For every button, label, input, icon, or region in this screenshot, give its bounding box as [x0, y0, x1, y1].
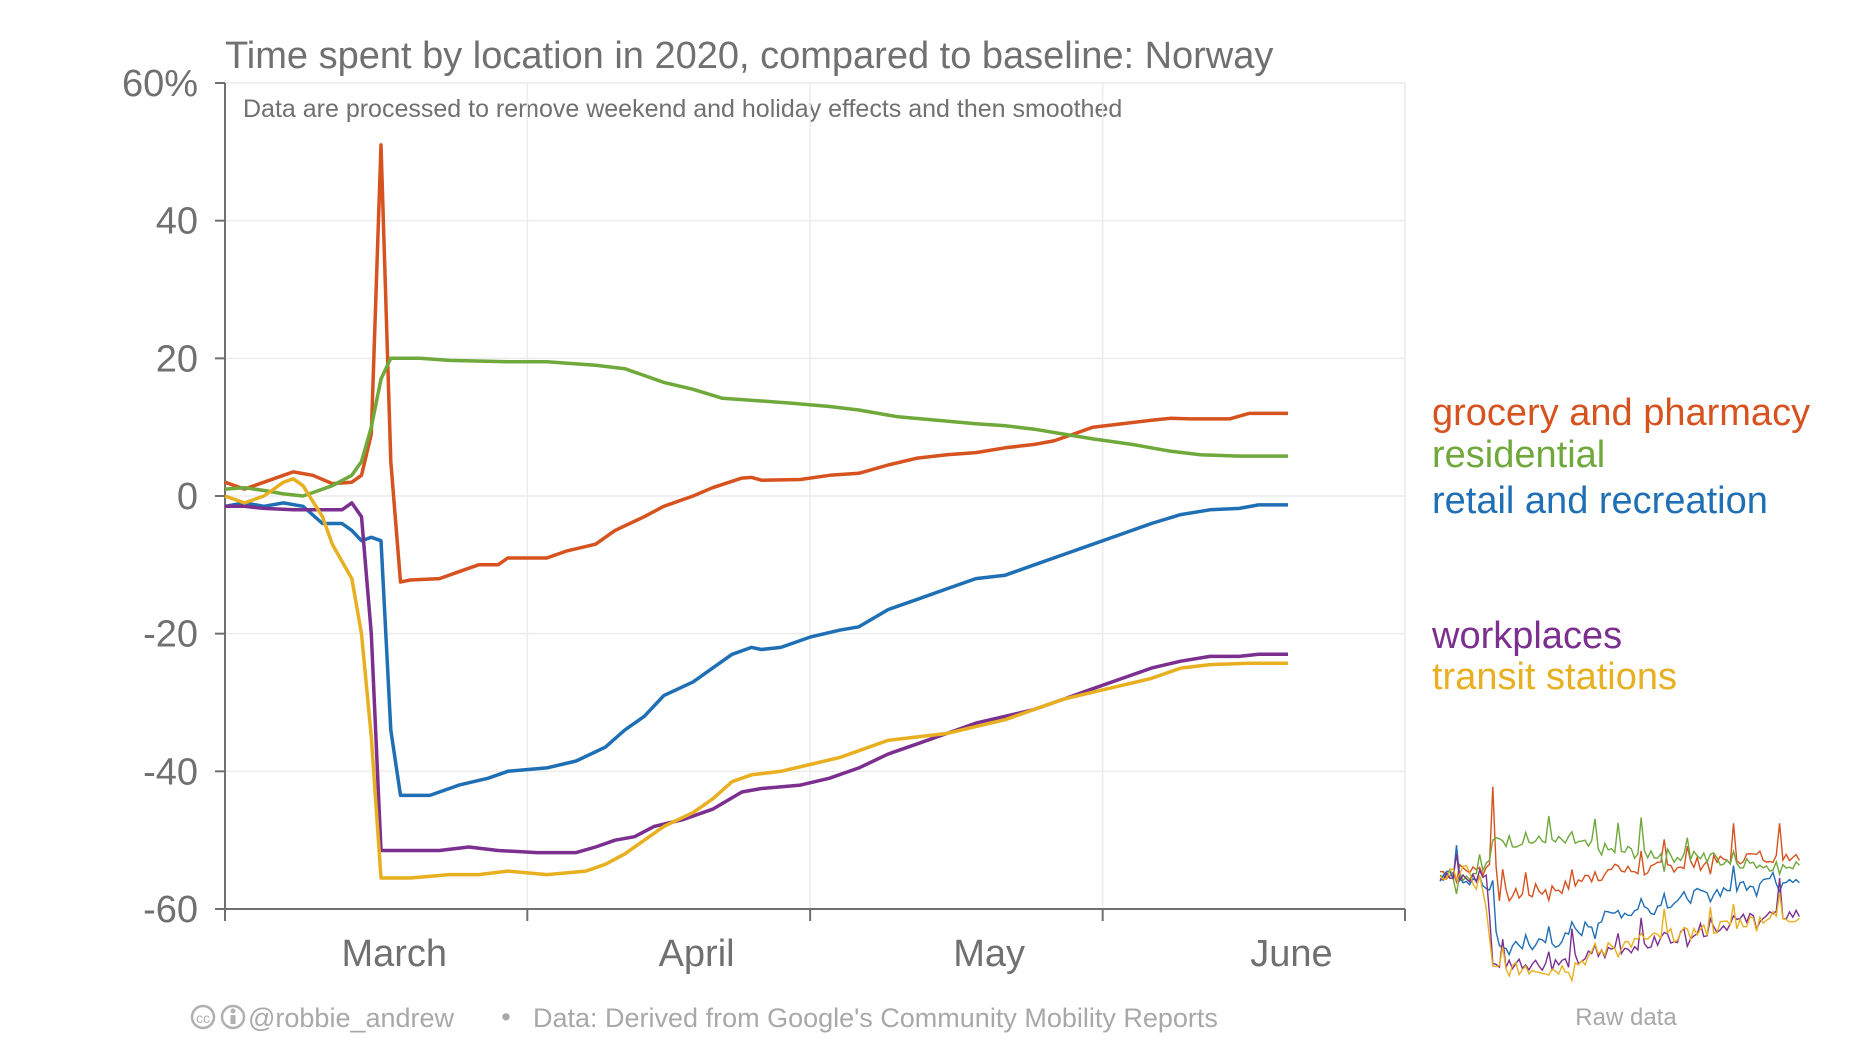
y-tick-label: 60% [122, 63, 198, 105]
raw-data-sparklines [1439, 786, 1801, 984]
series-line-transit-stations [224, 477, 1288, 880]
footer: cc @robbie_andrew • Data: Derived from G… [190, 1002, 1218, 1033]
y-tick-label: -20 [143, 614, 198, 656]
x-axis-tick-labels: March April May June [341, 933, 1332, 975]
cc-license-icon: cc [190, 1004, 216, 1030]
y-tick-label: -60 [143, 889, 198, 931]
raw-sparkline-retail-and-recreation [1439, 845, 1800, 957]
series-line-retail-and-recreation [224, 501, 1288, 798]
axes [215, 82, 1406, 921]
grid [224, 82, 1406, 909]
legend-entry-workplaces: workplaces [1431, 615, 1622, 657]
raw-sparkline-grocery-and-pharmacy [1439, 786, 1801, 903]
series-lines [224, 143, 1288, 880]
y-tick-label: 40 [156, 201, 198, 243]
svg-text:cc: cc [196, 1010, 210, 1026]
legend-entry-grocery-and-pharmacy: grocery and pharmacy [1432, 392, 1810, 434]
series-line-grocery-and-pharmacy [224, 143, 1288, 584]
attribution-icon [220, 1004, 246, 1030]
raw-data-caption: Raw data [1575, 1004, 1677, 1031]
series-line-residential [224, 356, 1288, 498]
legend-entry-transit-stations: transit stations [1432, 656, 1677, 698]
y-axis-tick-labels: -60 -40 -20 0 20 40 60% [122, 63, 198, 931]
x-tick-label: March [341, 933, 447, 975]
legend-entry-residential: residential [1432, 434, 1605, 476]
footer-source: Data: Derived from Google's Community Mo… [533, 1003, 1218, 1033]
footer-separator: • [501, 1002, 510, 1032]
x-tick-label: April [659, 933, 735, 975]
y-tick-label: 20 [156, 338, 198, 380]
chart-subtitle: Data are processed to remove weekend and… [243, 95, 1122, 123]
raw-sparkline-residential [1439, 815, 1800, 895]
y-tick-label: 0 [177, 476, 198, 518]
raw-data-inset: Raw data [1439, 786, 1801, 1031]
legend-entry-retail-and-recreation: retail and recreation [1432, 480, 1768, 522]
raw-sparkline-transit-stations [1439, 865, 1800, 984]
series-line-workplaces [225, 501, 1288, 855]
chart-title: Time spent by location in 2020, compared… [225, 35, 1273, 77]
x-tick-label: May [953, 933, 1025, 975]
y-tick-label: -40 [143, 751, 198, 793]
x-tick-label: June [1250, 933, 1332, 975]
footer-author: @robbie_andrew [248, 1003, 455, 1033]
